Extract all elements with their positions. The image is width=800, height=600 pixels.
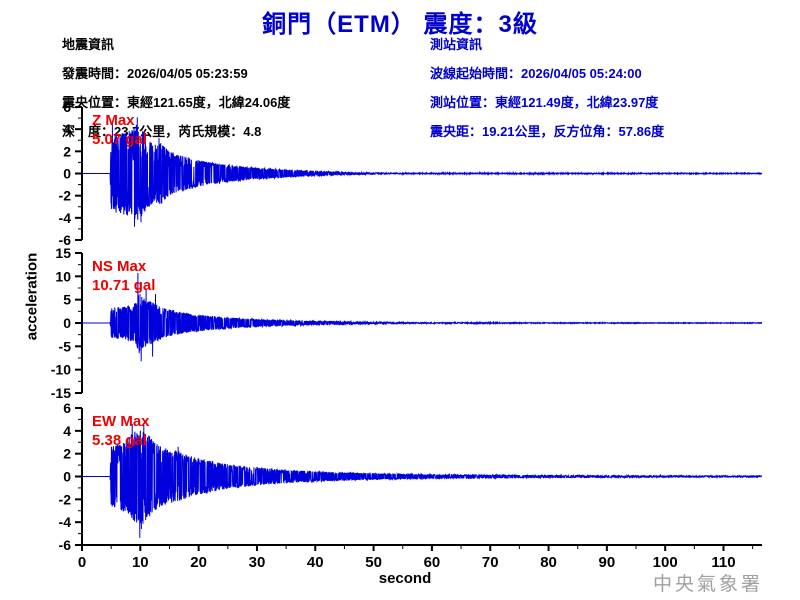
y-tick-label-NS: 5	[63, 292, 71, 308]
y-tick-label-NS: 10	[55, 268, 71, 284]
event-epicenter: 震央位置：東經121.65度，北緯24.06度	[62, 95, 291, 110]
station-info-heading: 測站資訊	[430, 37, 483, 52]
y-tick-label-Z: -6	[59, 232, 72, 248]
y-tick-label-Z: 6	[63, 99, 71, 115]
y-tick-label-Z: -4	[59, 210, 72, 226]
y-tick-label-Z: -2	[59, 188, 72, 204]
station-distance-azimuth: 震央距：19.21公里，反方位角：57.86度	[430, 124, 665, 139]
trace-label-Z: Z Max	[92, 112, 135, 129]
y-tick-label-NS: -15	[51, 385, 71, 401]
x-tick-label: 110	[711, 554, 735, 571]
waveform-EW	[82, 423, 763, 538]
x-tick-label: 70	[482, 554, 499, 571]
station-info-block: 測站資訊 波線起始時間：2026/04/05 05:24:00 測站位置：東經1…	[430, 37, 665, 140]
y-tick-label-Z: 4	[63, 121, 71, 137]
station-location: 測站位置：東經121.49度，北緯23.97度	[430, 95, 659, 110]
y-tick-label-NS: -10	[51, 362, 71, 378]
x-tick-label: 50	[365, 554, 382, 571]
x-tick-label: 30	[249, 554, 266, 571]
trace-max-value-Z: 5.07 gal	[92, 131, 147, 148]
y-tick-label-EW: 4	[63, 423, 71, 439]
x-tick-label: 60	[424, 554, 441, 571]
trace-max-value-NS: 10.71 gal	[92, 277, 155, 294]
x-tick-label: 80	[540, 554, 557, 571]
x-tick-label: 10	[132, 554, 149, 571]
y-tick-label-EW: -2	[59, 491, 72, 507]
trace-max-value-EW: 5.38 gal	[92, 432, 147, 449]
x-tick-label: 20	[190, 554, 207, 571]
x-tick-label: 40	[307, 554, 324, 571]
event-origin-time: 發震時間：2026/04/05 05:23:59	[62, 66, 248, 81]
y-tick-label-EW: 6	[63, 400, 71, 416]
trace-label-NS: NS Max	[92, 258, 147, 275]
y-tick-label-NS: 0	[63, 315, 71, 331]
x-tick-label: 0	[78, 554, 86, 571]
y-tick-label-EW: -4	[59, 514, 72, 530]
y-tick-label-Z: 2	[63, 143, 71, 159]
agency-watermark: 中央氣象署	[653, 573, 764, 595]
x-tick-label: 100	[653, 554, 678, 571]
x-axis-title: second	[378, 570, 432, 587]
x-tick-label: 90	[599, 554, 616, 571]
y-tick-label-EW: -6	[59, 537, 72, 553]
y-tick-label-NS: -5	[59, 338, 72, 354]
y-tick-label-EW: 0	[63, 469, 71, 485]
y-tick-label-Z: 0	[63, 166, 71, 182]
waveform-NS	[82, 272, 763, 362]
event-info-heading: 地震資訊	[62, 37, 115, 52]
station-wave-start-time: 波線起始時間：2026/04/05 05:24:00	[430, 66, 642, 81]
waveform-Z	[82, 117, 763, 227]
trace-label-EW: EW Max	[92, 413, 150, 430]
page-title: 銅門（ETM） 震度：3級	[262, 11, 538, 38]
y-tick-label-NS: 15	[55, 245, 71, 261]
y-tick-label-EW: 2	[63, 446, 71, 462]
